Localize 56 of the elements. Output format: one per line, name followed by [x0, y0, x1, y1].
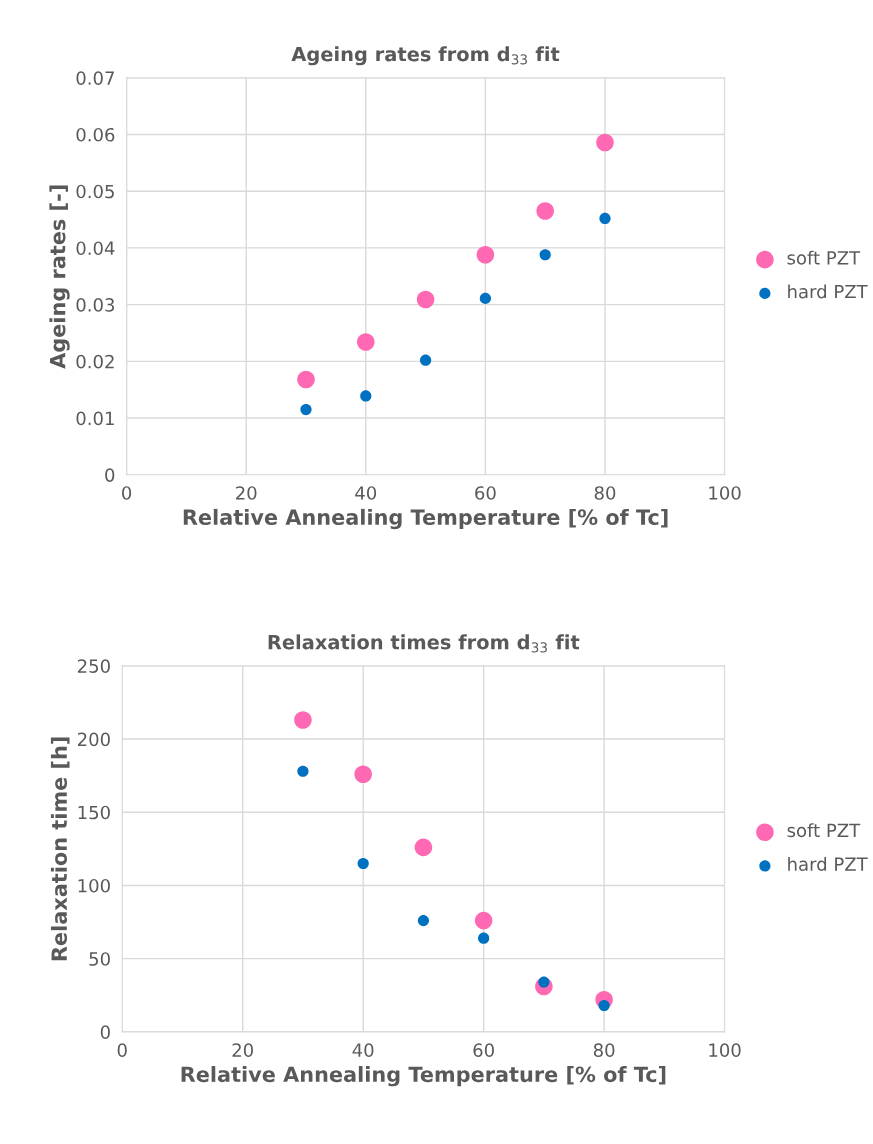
point: [474, 911, 493, 930]
x-tick-label: 80: [594, 486, 616, 500]
x-tick-label: 40: [355, 486, 377, 500]
x-tick-label: 100: [709, 486, 741, 500]
legend-label: hard PZT: [788, 856, 868, 871]
x-tick-label: 0: [122, 486, 132, 500]
legend-label: hard PZT: [788, 284, 868, 299]
point: [357, 333, 375, 351]
y-tick-label: 250: [77, 659, 110, 673]
y-tick-label: 0.07: [76, 71, 114, 85]
point: [357, 857, 369, 870]
y-tick-label: 150: [78, 805, 110, 820]
y-tick-label: 0: [100, 1025, 110, 1039]
y-tick-label: 0.06: [76, 127, 115, 142]
point: [297, 765, 309, 777]
x-tick-label: 80: [593, 1043, 615, 1057]
y-tick-label: 50: [89, 952, 110, 966]
x-axis-title: Relative Annealing Temperature [% of Tc]: [183, 508, 668, 530]
y-tick-label: 0.03: [76, 298, 115, 312]
point: [596, 133, 614, 152]
x-tick-label: 60: [475, 486, 496, 500]
y-axis-title: Relaxation time [h]: [50, 737, 70, 961]
y-tick-label: 100: [78, 878, 110, 893]
point: [416, 290, 435, 309]
chart-title: Ageing rates from d$_{33}$ fit: [291, 46, 560, 66]
point: [419, 354, 432, 366]
point: [294, 711, 312, 729]
x-tick-label: 100: [709, 1043, 741, 1057]
point: [360, 390, 372, 402]
y-axis-title: Ageing rates [-]: [49, 185, 70, 369]
x-tick-label: 0: [117, 1043, 127, 1057]
chart-title: Relaxation times from d$_{33}$ fit: [268, 634, 580, 653]
x-tick-label: 20: [232, 1043, 253, 1057]
point: [599, 212, 611, 225]
y-tick-label: 0.04: [76, 241, 115, 256]
point: [354, 765, 372, 783]
x-tick-label: 20: [236, 486, 257, 500]
point: [478, 932, 490, 944]
point: [417, 915, 429, 927]
point: [539, 249, 551, 261]
y-tick-label: 0.01: [76, 411, 114, 426]
point: [479, 292, 491, 304]
legend-label: soft PZT: [787, 823, 861, 838]
y-tick-label: 0: [105, 468, 115, 482]
point: [536, 202, 554, 220]
point: [414, 838, 433, 857]
point: [476, 245, 495, 264]
x-tick-label: 60: [473, 1043, 494, 1057]
x-tick-label: 40: [352, 1043, 374, 1057]
legend-label: soft PZT: [787, 250, 861, 265]
point: [297, 370, 315, 389]
point: [300, 403, 312, 416]
y-tick-label: 200: [77, 732, 110, 747]
x-axis-title: Relative Annealing Temperature [% of Tc]: [181, 1066, 666, 1087]
y-tick-label: 0.02: [76, 354, 114, 369]
y-tick-label: 0.05: [76, 184, 114, 199]
